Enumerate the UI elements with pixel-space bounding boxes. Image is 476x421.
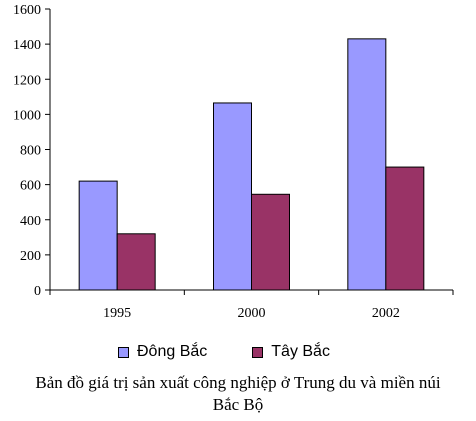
bar-dong-bac-2000 — [213, 102, 252, 291]
y-tick-label-1400: 1400 — [13, 38, 41, 53]
legend-item-dong-bac: Đông Bắc — [118, 343, 207, 361]
bar-tay-bac-2002 — [385, 166, 425, 291]
legend-label-tay-bac: Tây Bắc — [271, 343, 330, 360]
bar-tay-bac-2000 — [251, 193, 290, 291]
legend: Đông Bắc Tây Bắc — [118, 343, 330, 361]
x-tick-label-2002: 2002 — [372, 306, 400, 321]
bar-dong-bac-2002 — [347, 38, 387, 291]
y-tick-label-1600: 1600 — [13, 3, 41, 18]
y-tick-label-200: 200 — [20, 249, 41, 264]
y-tick-label-800: 800 — [20, 144, 41, 159]
y-tick-label-400: 400 — [20, 214, 41, 229]
x-tick-label-1995: 1995 — [103, 306, 131, 321]
legend-swatch-tay-bac — [252, 346, 264, 358]
y-tick-label-1000: 1000 — [13, 108, 41, 123]
x-tick-label-2000: 2000 — [238, 306, 266, 321]
y-tick-label-0: 0 — [34, 284, 41, 299]
y-tick-label-1200: 1200 — [13, 73, 41, 88]
legend-label-dong-bac: Đông Bắc — [137, 343, 208, 360]
y-tick-label-600: 600 — [20, 179, 41, 194]
bar-tay-bac-1995 — [116, 233, 156, 291]
chart-title-line-1: Bản đồ giá trị sản xuất công nghiệp ở Tr… — [35, 373, 441, 392]
chart-title-line-2: Bắc Bộ — [212, 395, 264, 414]
legend-swatch-dong-bac — [118, 346, 129, 358]
legend-item-tay-bac: Tây Bắc — [252, 343, 330, 361]
bar-dong-bac-1995 — [78, 180, 118, 291]
chart-title: Bản đồ giá trị sản xuất công nghiệp ở Tr… — [0, 372, 476, 416]
